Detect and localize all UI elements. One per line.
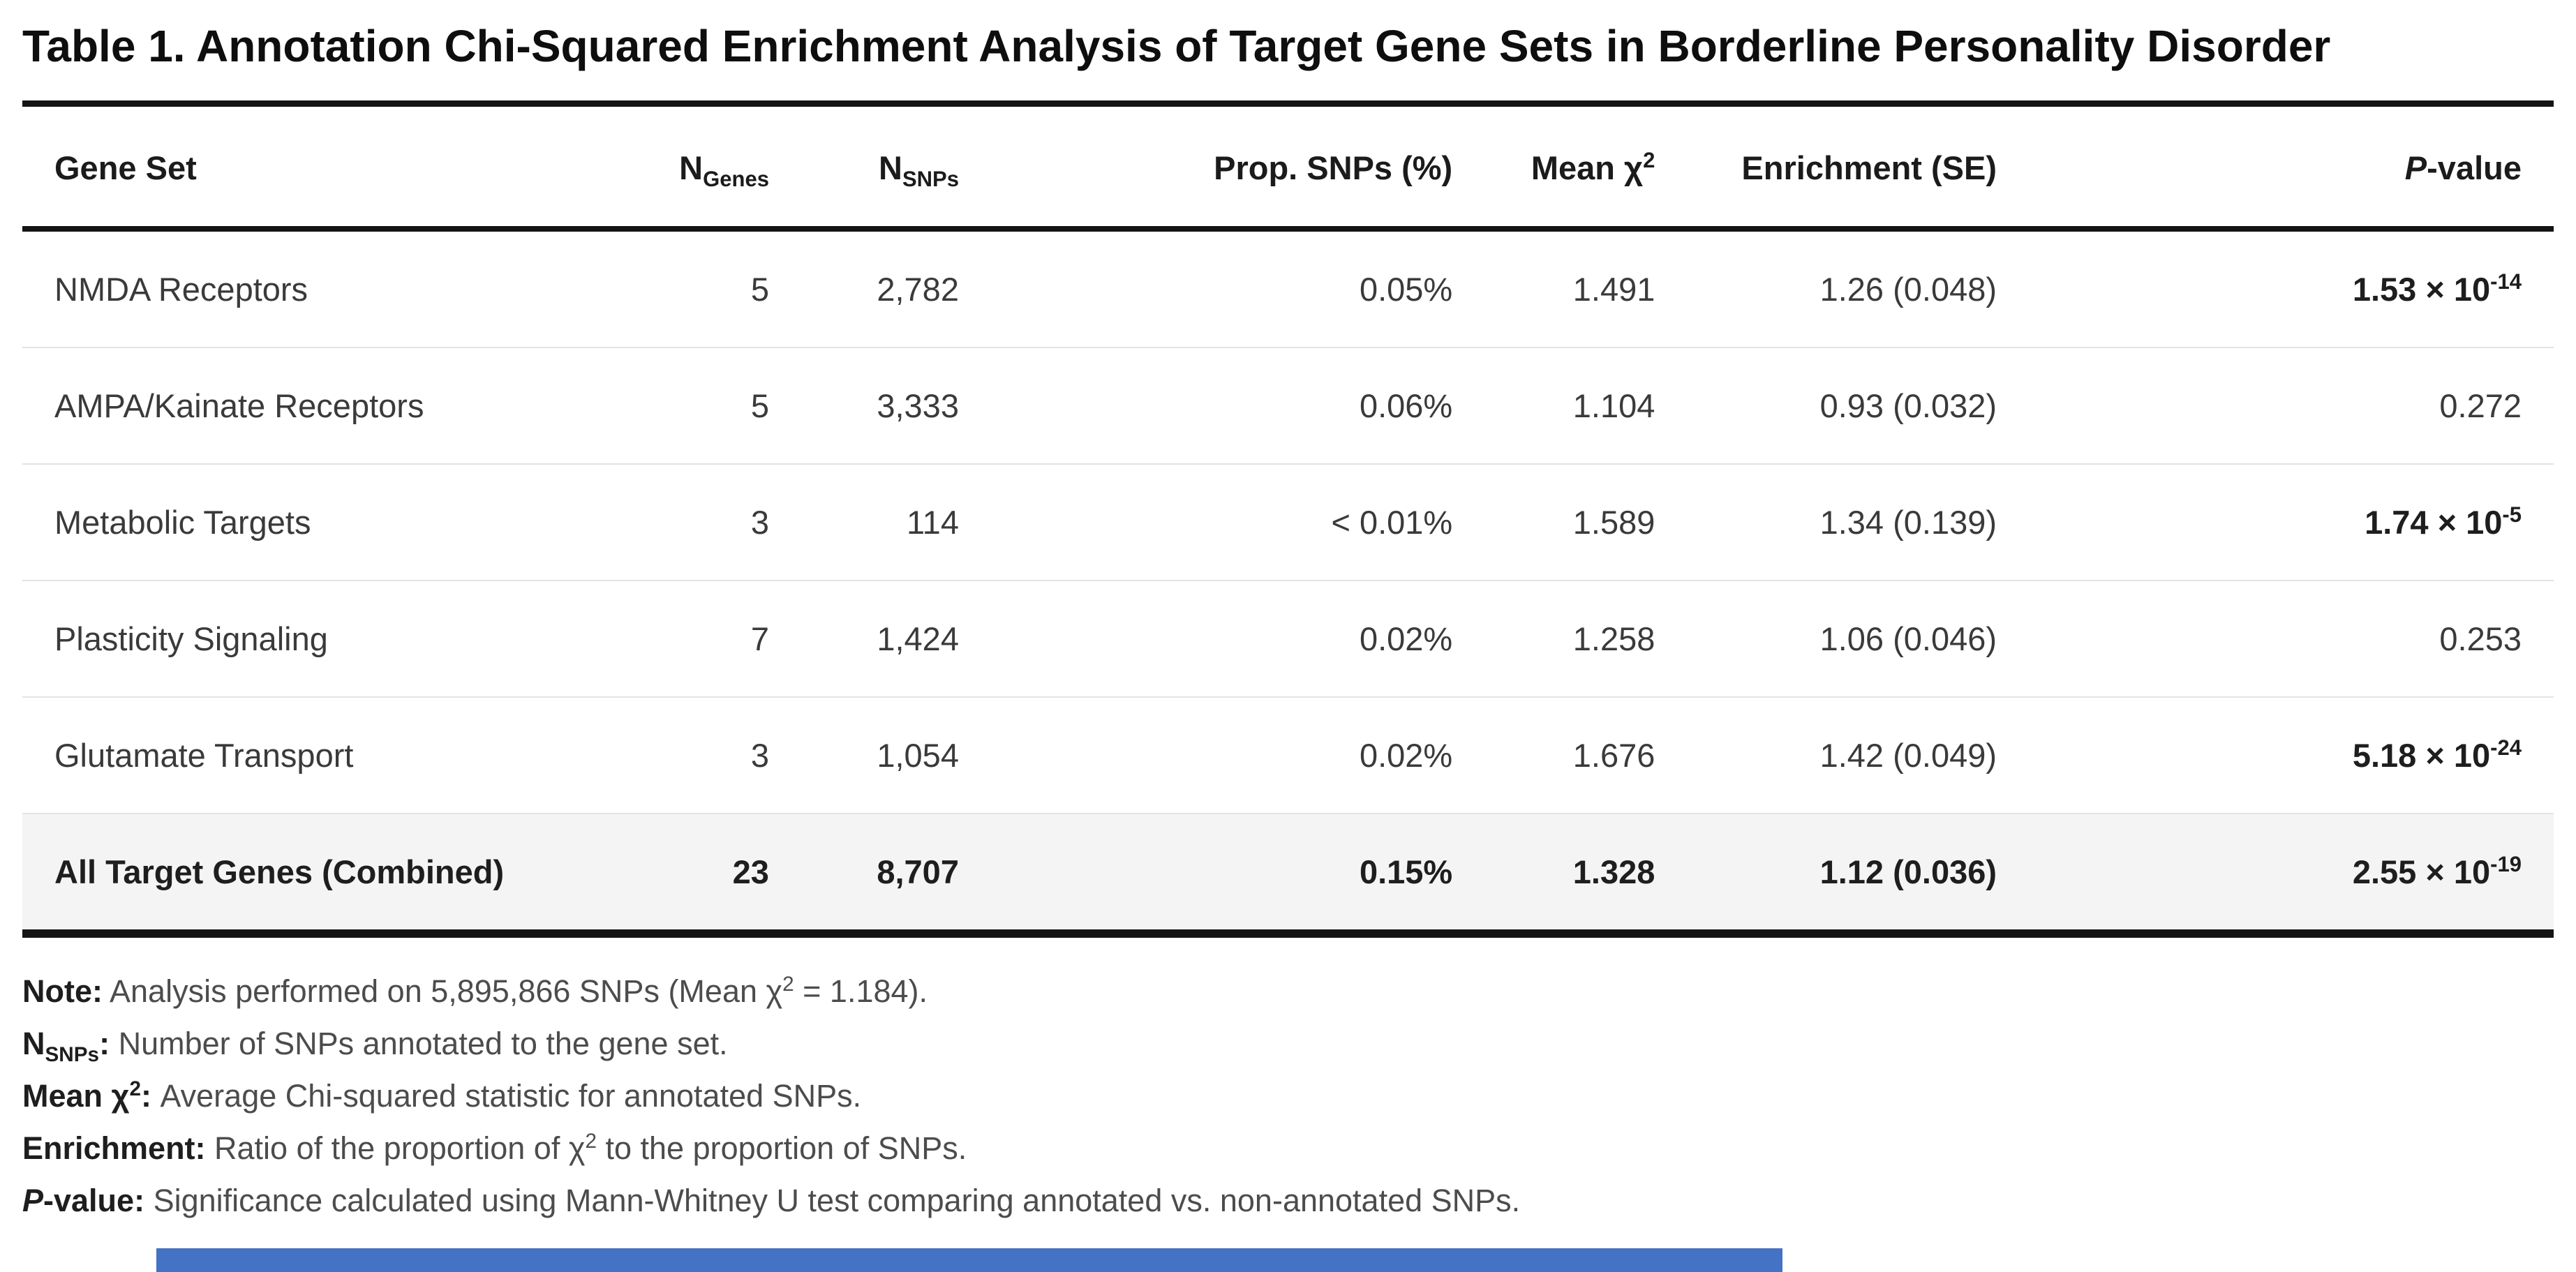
- cell-p-value: 1.74 × 10-5: [1997, 463, 2554, 581]
- page: Table 1. Annotation Chi-Squared Enrichme…: [22, 21, 2554, 1224]
- cell-prop-snps: 0.05%: [958, 229, 1453, 347]
- cell-n-snps: 3,333: [768, 347, 959, 464]
- cell-mean-chi2: 1.491: [1452, 229, 1655, 347]
- cell-gene-set: Plasticity Signaling: [22, 580, 630, 697]
- cell-p-value: 5.18 × 10-24: [1997, 696, 2554, 814]
- footnote-note: Note: Analysis performed on 5,895,866 SN…: [22, 972, 928, 1009]
- footnote-n-snps: NSNPs: Number of SNPs annotated to the g…: [22, 1026, 728, 1066]
- results-table: Gene Set NGenes NSNPs Prop. SNPs (%) Mean χ2…: [22, 100, 2554, 938]
- table-row: Plasticity Signaling 7 1,424 0.02% 1.258 1.06…: [22, 580, 2554, 697]
- cell-gene-set: NMDA Receptors: [22, 229, 630, 347]
- page-title: Table 1. Annotation Chi-Squared Enrichme…: [22, 21, 2331, 71]
- cell-enrichment: 1.26 (0.048): [1655, 229, 1997, 347]
- cell-p-value: 1.53 × 10-14: [1997, 229, 2554, 347]
- column-header-enrichment: Enrichment (SE): [1655, 103, 1997, 232]
- footnote-mean-chi2: Mean χ2: Average Chi-squared statistic f…: [22, 1077, 862, 1114]
- cell-n-genes: 5: [630, 347, 769, 464]
- table-row: AMPA/Kainate Receptors 5 3,333 0.06% 1.104 0.…: [22, 347, 2554, 464]
- cell-enrichment: 0.93 (0.032): [1655, 347, 1997, 464]
- cell-mean-chi2: 1.589: [1452, 463, 1655, 581]
- cell-enrichment: 1.42 (0.049): [1655, 696, 1997, 814]
- footnotes: Note: Analysis performed on 5,895,866 SN…: [22, 968, 2554, 1224]
- table-row: NMDA Receptors 5 2,782 0.05% 1.491 1.26 (0.04…: [22, 229, 2554, 347]
- column-header-n-genes: NGenes: [630, 103, 769, 232]
- bottom-blue-bar: [156, 1248, 1782, 1272]
- column-header-prop-snps: Prop. SNPs (%): [958, 103, 1453, 232]
- cell-mean-chi2: 1.676: [1452, 696, 1655, 814]
- cell-gene-set: AMPA/Kainate Receptors: [22, 347, 630, 464]
- column-header-p-value: P-value: [1997, 103, 2554, 232]
- cell-prop-snps: 0.02%: [958, 580, 1453, 697]
- cell-n-genes: 5: [630, 229, 769, 347]
- footnote-enrichment: Enrichment: Ratio of the proportion of χ…: [22, 1129, 967, 1166]
- cell-enrichment: 1.06 (0.046): [1655, 580, 1997, 697]
- cell-n-genes: 3: [630, 463, 769, 581]
- total-row: All Target Genes (Combined) 23 8,707 0.15% 1…: [22, 813, 2554, 934]
- column-header-gene-set: Gene Set: [22, 103, 630, 232]
- cell-p-value: 0.272: [1997, 347, 2554, 464]
- cell-p-value: 2.55 × 10-19: [1997, 813, 2554, 934]
- cell-n-genes: 3: [630, 696, 769, 814]
- cell-gene-set: Metabolic Targets: [22, 463, 630, 581]
- footnote-p-value: P-value: Significance calculated using M…: [22, 1183, 1521, 1218]
- cell-n-genes: 23: [630, 813, 769, 934]
- header-row: Gene Set NGenes NSNPs Prop. SNPs (%) Mean χ2…: [22, 103, 2554, 232]
- cell-prop-snps: 0.15%: [958, 813, 1453, 934]
- cell-mean-chi2: 1.258: [1452, 580, 1655, 697]
- table-row: Glutamate Transport 3 1,054 0.02% 1.676 1.42 …: [22, 696, 2554, 814]
- cell-enrichment: 1.12 (0.036): [1655, 813, 1997, 934]
- cell-prop-snps: 0.06%: [958, 347, 1453, 464]
- cell-mean-chi2: 1.328: [1452, 813, 1655, 934]
- cell-enrichment: 1.34 (0.139): [1655, 463, 1997, 581]
- cell-p-value: 0.253: [1997, 580, 2554, 697]
- column-header-mean-chi2: Mean χ2: [1452, 103, 1655, 232]
- cell-prop-snps: 0.02%: [958, 696, 1453, 814]
- cell-n-snps: 114: [768, 463, 959, 581]
- cell-gene-set: All Target Genes (Combined): [22, 813, 630, 934]
- cell-n-snps: 2,782: [768, 229, 959, 347]
- column-header-n-snps: NSNPs: [768, 103, 959, 232]
- table-row: Metabolic Targets 3 114 < 0.01% 1.589 1.34 (0…: [22, 463, 2554, 581]
- cell-n-snps: 8,707: [768, 813, 959, 934]
- cell-gene-set: Glutamate Transport: [22, 696, 630, 814]
- cell-n-snps: 1,054: [768, 696, 959, 814]
- cell-prop-snps: < 0.01%: [958, 463, 1453, 581]
- cell-mean-chi2: 1.104: [1452, 347, 1655, 464]
- cell-n-snps: 1,424: [768, 580, 959, 697]
- cell-n-genes: 7: [630, 580, 769, 697]
